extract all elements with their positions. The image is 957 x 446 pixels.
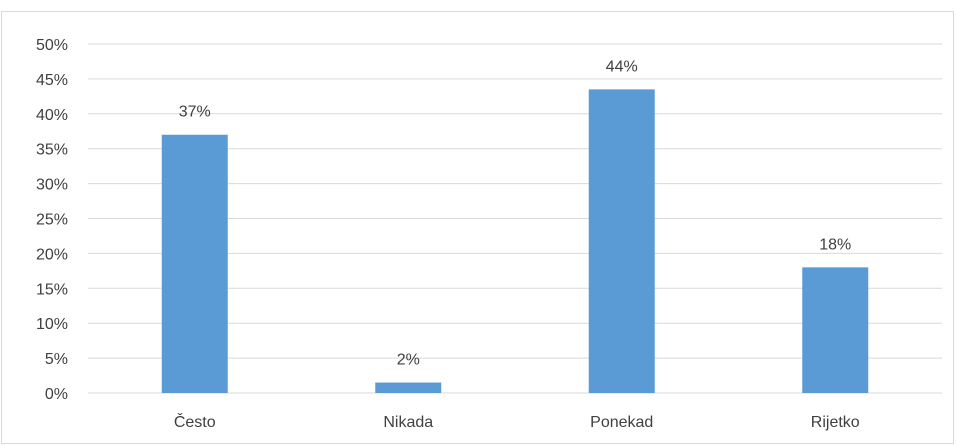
category-label: Nikada: [383, 414, 433, 431]
y-tick-label: 15%: [36, 281, 68, 298]
y-tick-label: 30%: [36, 177, 68, 194]
y-axis-ticks: 0% 5% 10% 15% 20% 25% 30% 35% 40% 45% 50%: [36, 37, 68, 403]
data-label: 44%: [606, 58, 638, 75]
gridlines: [88, 43, 942, 394]
bar: [375, 382, 442, 393]
y-tick-label: 10%: [36, 316, 68, 333]
y-tick-label: 45%: [36, 72, 68, 89]
y-tick-label: 50%: [36, 37, 68, 54]
category-labels: Često Nikada Ponekad Rijetko: [174, 412, 860, 431]
category-label: Rijetko: [811, 414, 860, 431]
y-tick-label: 5%: [45, 351, 68, 368]
bar: [588, 89, 655, 394]
chart-frame: [1, 11, 954, 444]
category-label: Ponekad: [590, 414, 653, 431]
y-tick-label: 25%: [36, 212, 68, 229]
y-tick-label: 40%: [36, 107, 68, 124]
bar: [161, 134, 228, 394]
y-tick-label: 35%: [36, 142, 68, 159]
bars: [161, 89, 869, 394]
category-label: Često: [174, 412, 216, 431]
data-label: 37%: [179, 104, 211, 121]
data-label: 2%: [397, 352, 420, 369]
data-label: 18%: [819, 236, 851, 253]
y-tick-label: 0%: [45, 386, 68, 403]
y-tick-label: 20%: [36, 246, 68, 263]
data-labels: 37% 2% 44% 18%: [179, 58, 852, 368]
bar: [802, 267, 869, 393]
